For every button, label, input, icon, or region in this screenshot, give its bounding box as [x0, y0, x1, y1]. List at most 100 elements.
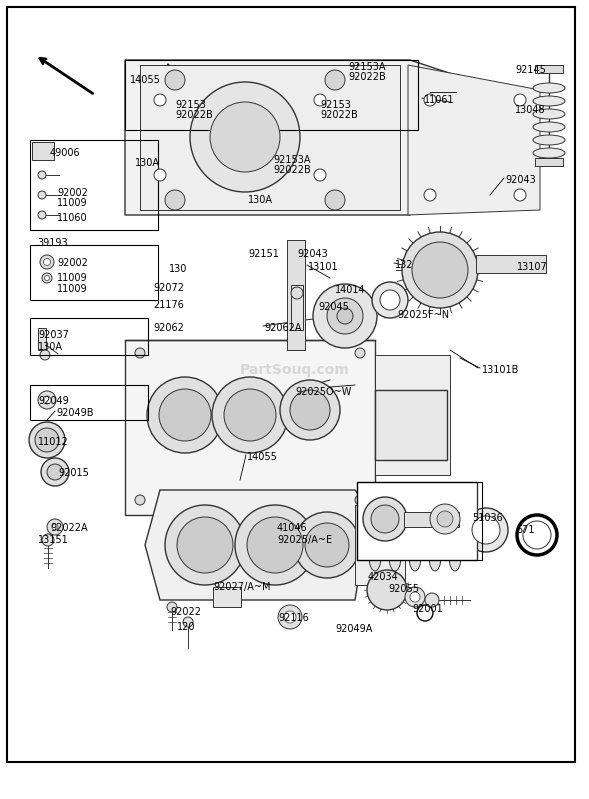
Text: 11009: 11009 — [57, 284, 88, 294]
Bar — [30, 140, 158, 230]
Text: 130: 130 — [169, 264, 187, 274]
Bar — [30, 245, 158, 300]
Text: 92049A: 92049A — [335, 624, 372, 634]
Ellipse shape — [389, 543, 401, 571]
Text: 13101B: 13101B — [482, 365, 519, 375]
Text: 92062: 92062 — [153, 323, 184, 333]
Text: 92151: 92151 — [248, 249, 279, 259]
Bar — [357, 482, 482, 560]
Text: 92022: 92022 — [170, 607, 201, 617]
Circle shape — [177, 517, 233, 573]
Circle shape — [305, 523, 349, 567]
Circle shape — [412, 242, 468, 298]
Circle shape — [135, 348, 145, 358]
Bar — [32, 142, 54, 160]
Circle shape — [41, 458, 69, 486]
Circle shape — [327, 298, 363, 334]
Text: 92025F~N: 92025F~N — [397, 310, 449, 320]
Circle shape — [45, 276, 49, 280]
Text: 92153: 92153 — [320, 100, 351, 110]
Circle shape — [410, 592, 420, 602]
Ellipse shape — [449, 543, 461, 571]
Text: 92001: 92001 — [412, 604, 443, 614]
Text: 11009: 11009 — [57, 273, 88, 283]
Text: 13107: 13107 — [517, 262, 548, 272]
Circle shape — [325, 70, 345, 90]
Circle shape — [284, 611, 296, 623]
Ellipse shape — [533, 96, 565, 106]
Circle shape — [402, 232, 478, 308]
Text: 130A: 130A — [135, 158, 160, 168]
Circle shape — [514, 189, 526, 201]
Bar — [535, 158, 563, 166]
Bar — [476, 255, 546, 273]
Text: 14014: 14014 — [335, 285, 366, 295]
Bar — [213, 587, 241, 607]
Circle shape — [40, 255, 54, 269]
Text: 92022B: 92022B — [175, 110, 213, 120]
Bar — [375, 390, 447, 460]
Circle shape — [44, 259, 51, 265]
Ellipse shape — [533, 135, 565, 145]
Text: 11012: 11012 — [38, 437, 69, 447]
Circle shape — [165, 505, 245, 585]
Text: 14055: 14055 — [247, 452, 278, 462]
Text: 92045: 92045 — [318, 302, 349, 312]
Text: 132: 132 — [395, 260, 413, 270]
Circle shape — [514, 94, 526, 106]
Circle shape — [154, 94, 166, 106]
Text: 92153A: 92153A — [348, 62, 385, 72]
Circle shape — [278, 605, 302, 629]
Circle shape — [35, 428, 59, 452]
Text: 41046: 41046 — [277, 523, 307, 533]
Bar — [375, 355, 450, 475]
Circle shape — [405, 587, 425, 607]
Circle shape — [294, 512, 360, 578]
Circle shape — [355, 348, 365, 358]
Text: 11009: 11009 — [57, 198, 88, 208]
Text: 130A: 130A — [38, 342, 63, 352]
Text: 92116: 92116 — [278, 613, 309, 623]
Text: 14055: 14055 — [130, 75, 161, 85]
Text: 92055: 92055 — [388, 584, 419, 594]
Polygon shape — [125, 60, 455, 215]
Circle shape — [325, 190, 345, 210]
Circle shape — [290, 390, 330, 430]
Text: 92022A: 92022A — [50, 523, 88, 533]
Text: 92002: 92002 — [57, 188, 88, 198]
Ellipse shape — [533, 83, 565, 93]
Circle shape — [424, 189, 436, 201]
Ellipse shape — [533, 122, 565, 132]
Circle shape — [183, 617, 193, 627]
Circle shape — [291, 287, 303, 299]
Circle shape — [210, 102, 280, 172]
Circle shape — [314, 94, 326, 106]
Circle shape — [159, 389, 211, 441]
Bar — [404, 512, 459, 527]
Text: 11060: 11060 — [57, 213, 88, 223]
Text: 42034: 42034 — [368, 572, 399, 582]
Ellipse shape — [369, 543, 381, 571]
Circle shape — [363, 497, 407, 541]
Circle shape — [380, 290, 400, 310]
Circle shape — [38, 171, 46, 179]
Circle shape — [42, 273, 52, 283]
Text: 92025/A~E: 92025/A~E — [277, 535, 332, 545]
Text: 92027/A~M: 92027/A~M — [213, 582, 270, 592]
Circle shape — [43, 396, 51, 404]
Text: 39193: 39193 — [37, 238, 68, 248]
Circle shape — [464, 508, 508, 552]
Bar — [125, 60, 418, 130]
Circle shape — [425, 593, 439, 607]
Circle shape — [52, 524, 58, 530]
Ellipse shape — [533, 109, 565, 119]
Text: 92043: 92043 — [297, 249, 327, 259]
Text: 92049B: 92049B — [56, 408, 94, 418]
Bar — [357, 482, 477, 560]
Ellipse shape — [533, 148, 565, 158]
Circle shape — [355, 495, 365, 505]
Circle shape — [430, 504, 460, 534]
Circle shape — [314, 169, 326, 181]
Text: 92015: 92015 — [58, 468, 89, 478]
Circle shape — [154, 169, 166, 181]
